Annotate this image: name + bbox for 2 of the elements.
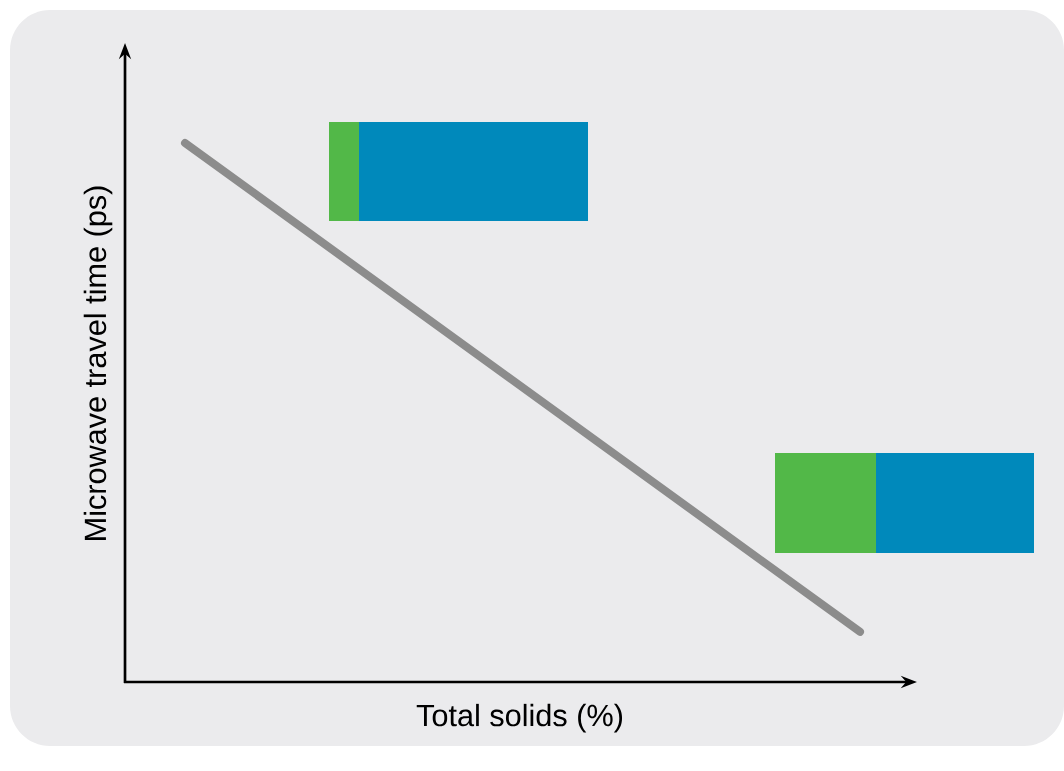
x-axis-title: Total solids (%) [416, 703, 623, 733]
y-axis-title: Microwave travel time (ps) [83, 186, 113, 540]
